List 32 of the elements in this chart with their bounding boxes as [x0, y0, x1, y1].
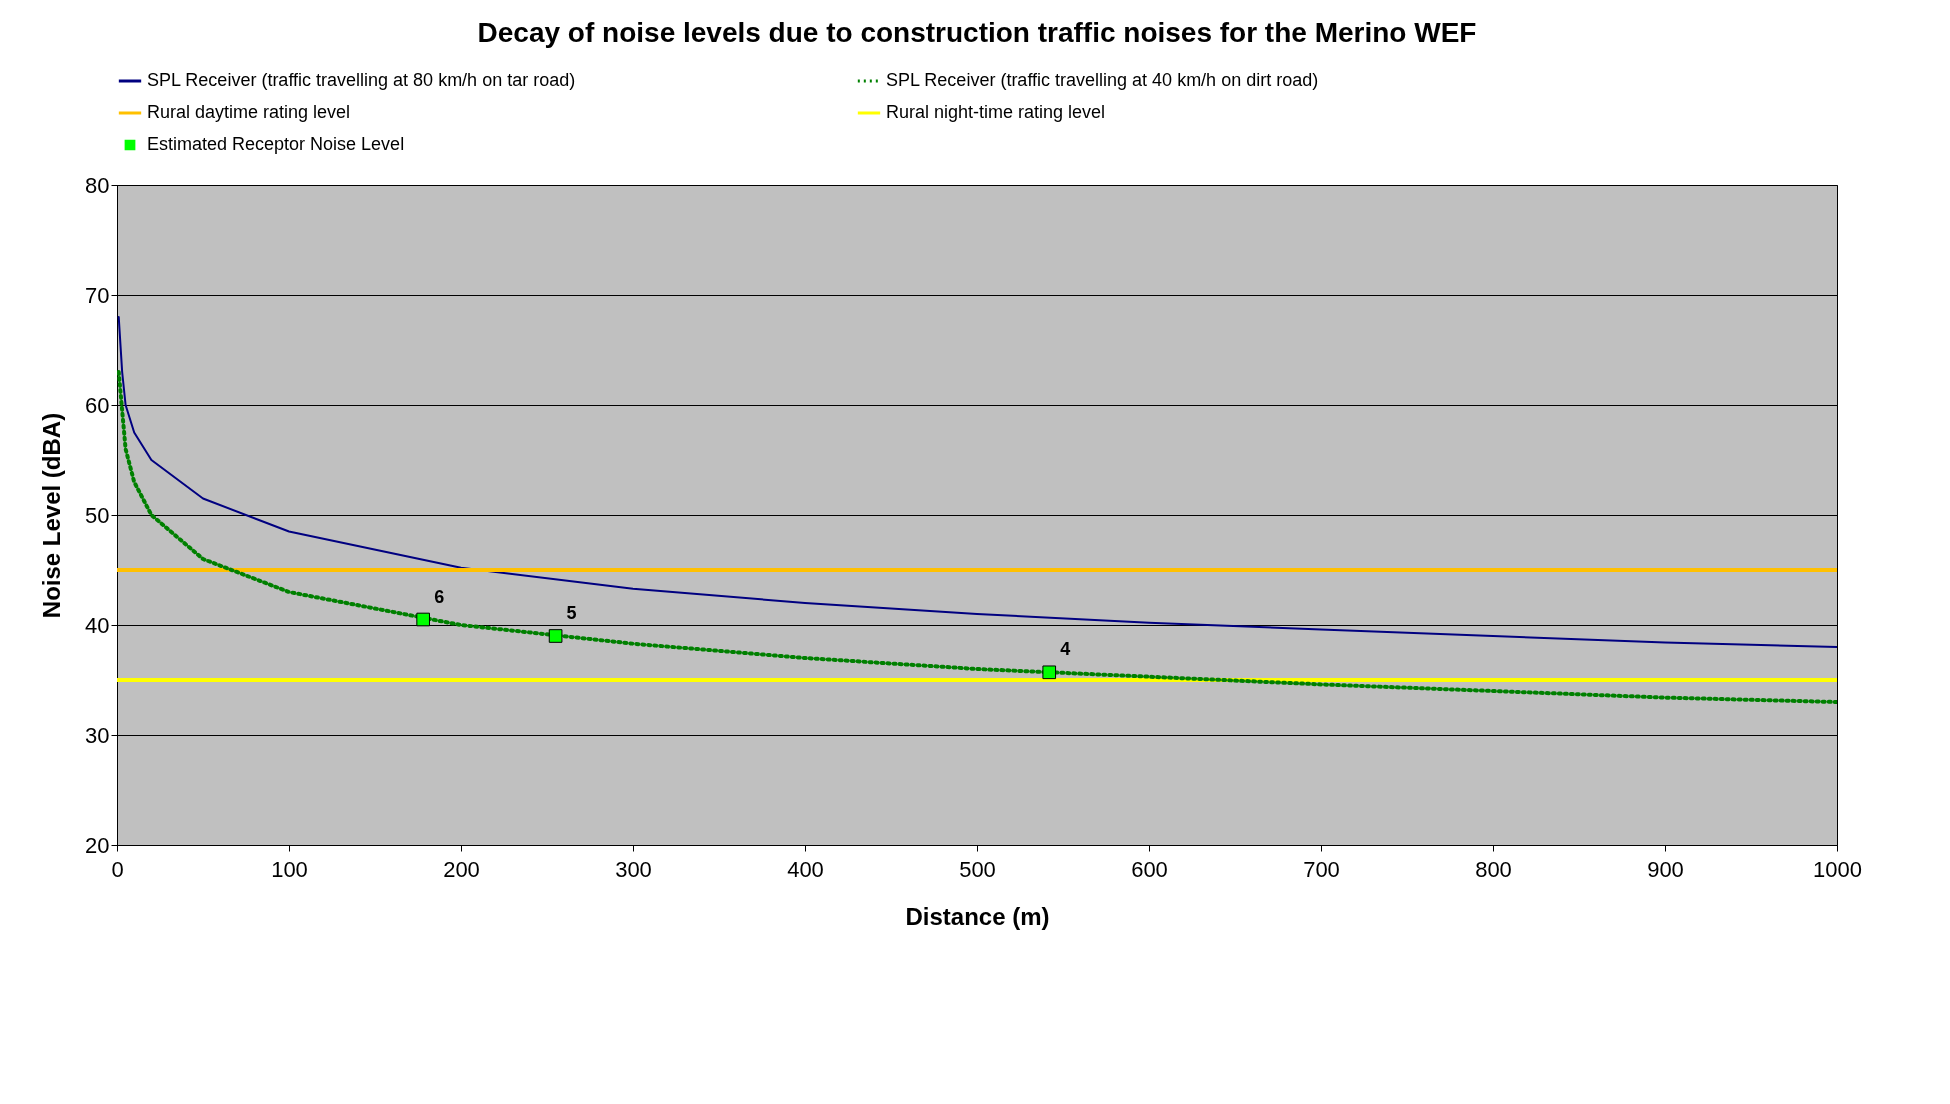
y-axis-title: Noise Level (dBA) — [38, 412, 66, 619]
y-tick-label: 40 — [85, 612, 110, 638]
point — [416, 612, 430, 627]
x-tick-label: 1000 — [1813, 856, 1862, 882]
x-tick-label: 600 — [1131, 856, 1168, 882]
x-tick-label: 200 — [443, 856, 480, 882]
y-tick-label: 70 — [85, 282, 110, 308]
legend-label: Estimated Receptor Noise Level — [147, 134, 405, 154]
legend-label: Rural daytime rating level — [147, 102, 351, 122]
x-tick-label: 900 — [1647, 856, 1684, 882]
point — [1042, 665, 1057, 680]
x-tick-label: 400 — [787, 856, 824, 882]
chart-title: Decay of noise levels due to construction traffic noises for the Merino WEF — [477, 17, 1477, 48]
point — [548, 629, 563, 643]
x-tick-label: 800 — [1475, 856, 1512, 882]
legend-label: Rural night-time rating level — [886, 102, 1106, 122]
x-tick-label: 500 — [959, 856, 996, 882]
x-tick-label: 0 — [111, 856, 124, 882]
legend-label: SPL Receiver (traffic travelling at 40 km/h on dirt road) — [886, 70, 1319, 90]
x-tick-label: 100 — [271, 856, 308, 882]
annotation: 6 — [434, 586, 445, 607]
y-tick-label: 30 — [85, 722, 110, 748]
y-tick-label: 50 — [85, 502, 110, 528]
x-tick-label: 700 — [1303, 856, 1340, 882]
annotation: 4 — [1060, 639, 1071, 660]
legend-label: SPL Receiver (traffic travelling at 80 km/h on tar road) — [147, 70, 576, 90]
annotation: 5 — [566, 603, 577, 623]
x-axis-title: Distance (m) — [905, 902, 1050, 930]
y-tick-label: 60 — [85, 392, 110, 418]
y-tick-label: 20 — [85, 832, 110, 858]
x-tick-label: 300 — [615, 856, 652, 882]
y-tick-label: 80 — [85, 172, 110, 198]
